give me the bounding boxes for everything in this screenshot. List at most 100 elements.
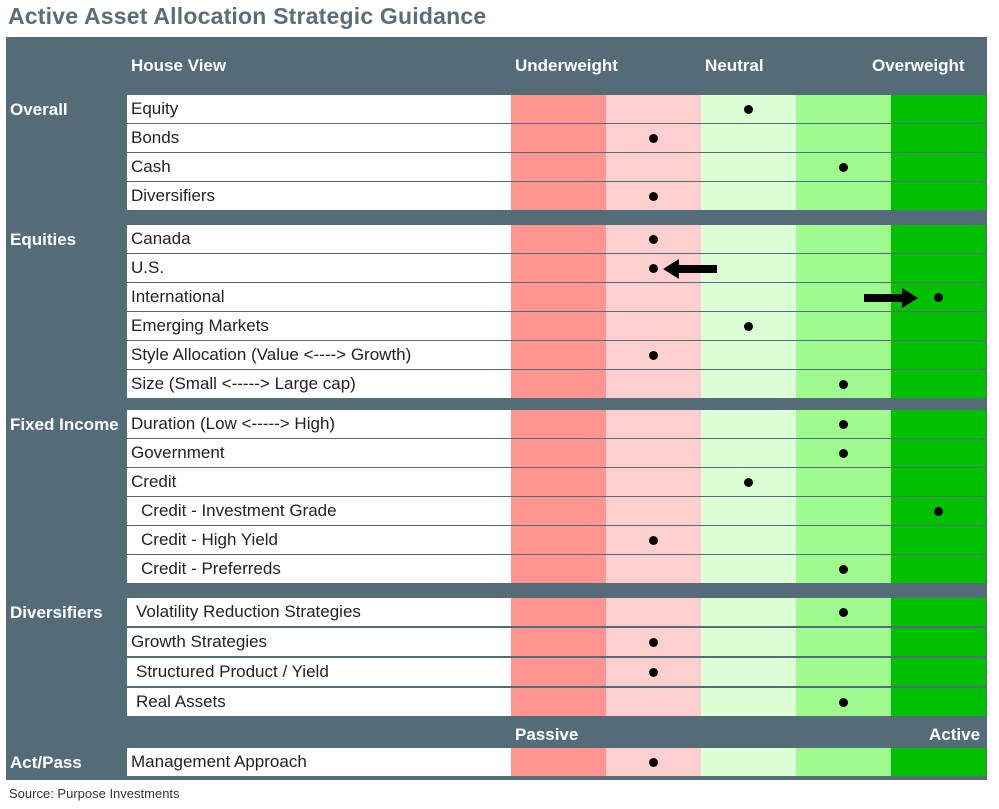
row-label: Size (Small <-----> Large cap) — [127, 370, 511, 398]
scale-cell — [511, 555, 606, 583]
scale-cell — [796, 628, 891, 656]
row-label: Credit - High Yield — [127, 526, 511, 554]
scale-cell — [511, 182, 606, 210]
section-name: Equities — [10, 230, 77, 249]
scale-cell — [606, 153, 701, 181]
scale-cell — [701, 555, 796, 583]
row-label: Structured Product / Yield — [127, 658, 511, 686]
scale-cell — [511, 748, 606, 776]
position-dot — [744, 105, 753, 114]
allocation-table: House View Underweight Neutral Overweigh… — [6, 37, 987, 780]
scale-cell — [511, 468, 606, 496]
scale-cell — [701, 124, 796, 152]
scale-cell — [796, 748, 891, 776]
scale-cell — [701, 598, 796, 626]
scale-cell — [701, 341, 796, 369]
scale-cell — [511, 688, 606, 716]
scale-cell — [606, 497, 701, 525]
position-dot — [649, 235, 658, 244]
scale-cell — [796, 124, 891, 152]
scale-cell — [701, 153, 796, 181]
position-dot — [649, 351, 658, 360]
scale-cell — [511, 95, 606, 123]
row-label: Volatility Reduction Strategies — [127, 598, 511, 626]
source-note: Source: Purpose Investments — [9, 786, 180, 801]
section-name: Act/Pass — [10, 753, 82, 772]
scale-cell — [796, 225, 891, 253]
scale-cell — [796, 497, 891, 525]
position-dot — [839, 698, 848, 707]
scale-cell — [891, 95, 986, 123]
scale-cell — [511, 312, 606, 340]
row-label: Equity — [127, 95, 511, 123]
scale-cell — [511, 341, 606, 369]
scale-cell — [701, 370, 796, 398]
scale-cell — [796, 341, 891, 369]
position-dot — [839, 608, 848, 617]
position-dot — [649, 668, 658, 677]
scale-cell — [511, 153, 606, 181]
scale-cell — [511, 283, 606, 311]
scale-cell — [606, 370, 701, 398]
position-dot — [744, 478, 753, 487]
scale-cell — [701, 410, 796, 438]
row-label: Canada — [127, 225, 511, 253]
arrow-right-icon — [864, 288, 918, 313]
position-dot — [649, 638, 658, 647]
scale-cell — [606, 439, 701, 467]
section-name: Fixed Income — [10, 415, 119, 434]
scale-cell — [701, 658, 796, 686]
scale-cell — [511, 370, 606, 398]
scale-cell — [891, 225, 986, 253]
scale-cell — [606, 598, 701, 626]
position-dot — [839, 420, 848, 429]
scale-cell — [511, 526, 606, 554]
header-house-view: House View — [131, 56, 227, 75]
scale-cell — [606, 283, 701, 311]
scale-cell — [511, 254, 606, 282]
row-label: Real Assets — [127, 688, 511, 716]
position-dot — [649, 192, 658, 201]
scale-cell — [891, 439, 986, 467]
row-label: Credit - Preferreds — [127, 555, 511, 583]
position-dot — [839, 380, 848, 389]
scale-cell — [511, 628, 606, 656]
row-label: Management Approach — [127, 748, 511, 776]
scale-cell — [511, 598, 606, 626]
position-dot — [839, 163, 848, 172]
row-label: Bonds — [127, 124, 511, 152]
scale-cell — [511, 658, 606, 686]
row-label: Emerging Markets — [127, 312, 511, 340]
scale-cell — [891, 688, 986, 716]
scale-cell — [796, 526, 891, 554]
scale-cell — [796, 468, 891, 496]
header-neutral: Neutral — [705, 56, 764, 75]
scale-cell — [796, 254, 891, 282]
scale-cell — [891, 468, 986, 496]
scale-cell — [511, 225, 606, 253]
row-label: Style Allocation (Value <----> Growth) — [127, 341, 511, 369]
section-name: Overall — [10, 100, 68, 119]
row-label: U.S. — [127, 254, 511, 282]
scale-cell — [891, 341, 986, 369]
position-dot — [649, 264, 658, 273]
scale-cell — [606, 555, 701, 583]
scale-cell — [606, 688, 701, 716]
position-dot — [744, 322, 753, 331]
scale-cell — [606, 468, 701, 496]
scale-cell — [606, 410, 701, 438]
header-overweight: Overweight — [872, 56, 965, 75]
row-label: International — [127, 283, 511, 311]
scale-cell — [511, 439, 606, 467]
scale-cell — [891, 370, 986, 398]
scale-cell — [511, 410, 606, 438]
scale-cell — [891, 182, 986, 210]
row-label: Duration (Low <-----> High) — [127, 410, 511, 438]
row-label: Credit - Investment Grade — [127, 497, 511, 525]
scale-cell — [701, 283, 796, 311]
scale-cell — [701, 497, 796, 525]
scale-cell — [701, 688, 796, 716]
row-label: Growth Strategies — [127, 628, 511, 656]
scale-cell — [891, 312, 986, 340]
scale-cell — [606, 312, 701, 340]
